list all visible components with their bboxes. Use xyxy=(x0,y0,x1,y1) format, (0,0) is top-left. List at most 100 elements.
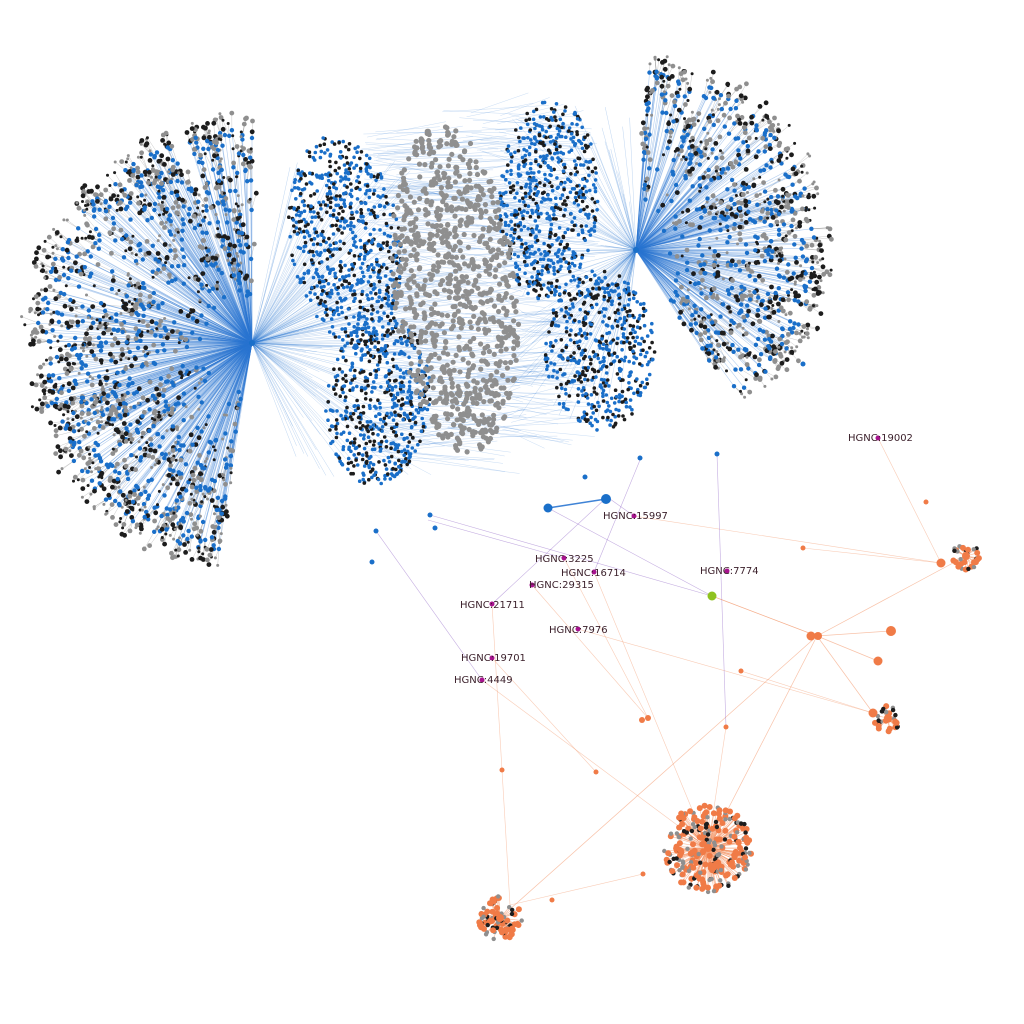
left-fan-leaf xyxy=(234,144,240,149)
left-fan-node xyxy=(235,170,240,176)
left-fan-leaf-edge xyxy=(82,471,100,481)
left-fan-node xyxy=(82,265,88,270)
left-fan-leaf xyxy=(164,532,168,536)
bridge-edge xyxy=(511,407,566,423)
left-hub-edge xyxy=(251,342,327,476)
left-fan-leaf xyxy=(71,418,75,422)
bridge-edge xyxy=(365,240,486,250)
left-fan-node xyxy=(152,207,157,213)
bridge-edge xyxy=(397,248,456,268)
bridge-edge xyxy=(522,320,571,324)
left-fan-node xyxy=(114,312,119,317)
bridge-edge xyxy=(388,295,495,305)
left-fan-leaf xyxy=(179,486,185,492)
left-fan-leaf xyxy=(43,276,47,280)
left-fan-node xyxy=(204,321,209,326)
left-fan-node xyxy=(50,328,55,333)
left-fan-node xyxy=(139,173,144,178)
left-fan-leaf xyxy=(140,395,146,401)
left-fan-node xyxy=(79,366,84,371)
bridge-edge xyxy=(385,430,474,442)
bridge-edge xyxy=(398,440,462,446)
bridge-edge xyxy=(500,435,558,438)
left-fan-leaf xyxy=(170,329,175,334)
bridge-edge xyxy=(360,305,440,307)
left-fan-leaf xyxy=(111,226,116,232)
left-fan-leaf xyxy=(101,330,107,336)
left-fan-leaf xyxy=(173,527,177,531)
orange-connector-edge xyxy=(816,555,967,637)
left-fan-leaf xyxy=(148,149,152,153)
bridge-edge xyxy=(395,297,464,309)
left-fan-leaf xyxy=(137,319,141,323)
bridge-edge xyxy=(524,311,592,315)
left-fan-node xyxy=(190,330,195,335)
left-fan-leaf xyxy=(84,331,89,337)
left-fan-leaf xyxy=(80,236,84,240)
left-fan-leaf xyxy=(68,449,72,453)
left-hub-edge xyxy=(251,175,349,344)
bridge-edge xyxy=(502,428,572,446)
bridge-edge xyxy=(396,164,513,176)
bridge-edge xyxy=(486,368,587,375)
left-fan-leaf xyxy=(79,403,85,409)
left-fan-leaf xyxy=(62,303,68,309)
left-fan-node xyxy=(76,422,81,427)
left-fan-leaf xyxy=(51,251,55,255)
bridge-edge xyxy=(519,366,537,382)
bridge-edge xyxy=(389,224,478,233)
left-fan-edge xyxy=(140,342,253,458)
left-fan-leaf xyxy=(87,341,92,347)
left-fan-leaf xyxy=(141,409,147,415)
left-hub-edge xyxy=(251,342,389,433)
bridge-edge xyxy=(369,405,490,408)
left-fan-leaf xyxy=(36,245,42,251)
left-fan-leaf xyxy=(216,227,220,231)
bridge-edge xyxy=(510,172,549,192)
bridge-edge xyxy=(503,426,570,443)
left-fan-node xyxy=(97,238,102,243)
bridge-edge xyxy=(500,97,550,116)
left-fan-leaf xyxy=(118,206,124,212)
right-hub-edge xyxy=(591,136,637,251)
bridge-edge xyxy=(505,401,588,404)
bridge-edge xyxy=(476,371,592,387)
bridge-edge xyxy=(381,428,431,432)
left-fan-leaf xyxy=(157,489,161,493)
left-fan-node xyxy=(219,270,224,276)
left-fan-node xyxy=(220,238,226,243)
left-fan-leaf xyxy=(34,256,39,262)
bridge-edge xyxy=(483,289,553,303)
bridge-edge xyxy=(395,314,455,334)
bridge-edge xyxy=(505,394,549,406)
bridge-edge xyxy=(451,259,566,272)
left-fan-node xyxy=(68,297,73,303)
bridge-edge xyxy=(442,163,546,172)
bridge-edge xyxy=(507,303,575,324)
orange-link-edge xyxy=(633,515,942,564)
left-fan-node xyxy=(160,342,166,347)
bridge-edge xyxy=(394,210,438,223)
left-fan-leaf xyxy=(52,288,56,292)
bridge-edge xyxy=(375,174,473,181)
left-fan-leaf xyxy=(192,465,198,471)
left-fan-leaf xyxy=(123,502,127,506)
bridge-edge xyxy=(469,295,587,304)
left-fan-leaf xyxy=(98,379,102,383)
left-fan-leaf xyxy=(199,377,203,381)
bridge-edge xyxy=(502,245,586,253)
bridge-edge xyxy=(510,256,526,266)
left-fan-leaf xyxy=(49,318,55,324)
bridge-edge xyxy=(377,418,440,429)
left-fan-node xyxy=(66,342,72,348)
left-fan-node xyxy=(57,376,62,381)
left-fan-leaf xyxy=(49,346,53,350)
bridge-edge xyxy=(494,424,522,431)
left-fan-node xyxy=(113,498,118,504)
left-fan-leaf xyxy=(74,414,80,420)
left-fan-leaf xyxy=(119,517,123,520)
left-fan-leaf xyxy=(126,154,130,158)
left-fan-leaf-edge xyxy=(251,193,257,210)
bridge-edge xyxy=(360,341,443,355)
bridge-edge xyxy=(364,279,449,285)
